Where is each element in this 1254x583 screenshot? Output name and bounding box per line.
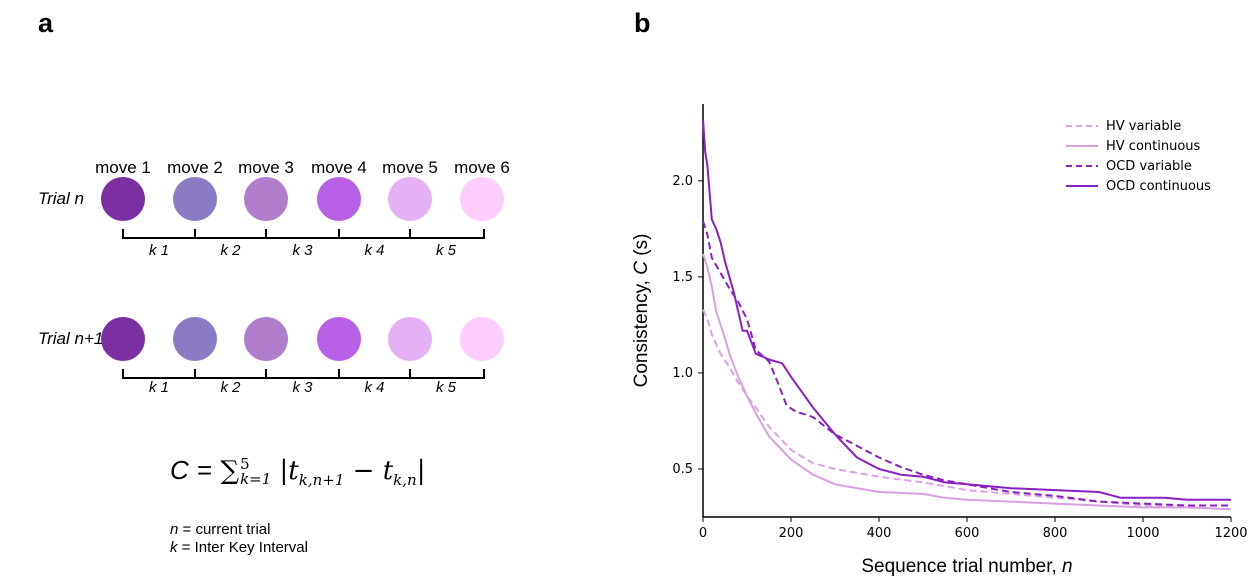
- k-label-1-2: k 2: [220, 242, 241, 259]
- legend-label-2: HV continuous: [1106, 139, 1201, 154]
- panel-b-letter: b: [634, 8, 651, 38]
- move-circle-1-6: [460, 177, 504, 221]
- series-line-ocd-continuous: [702, 119, 1231, 501]
- formula-eq: =: [197, 455, 213, 485]
- series-line-hv-variable: [702, 309, 1232, 511]
- k-label-1-4: k 4: [364, 242, 385, 259]
- move-circle-2-3: [244, 317, 288, 361]
- trial-label-2: Trial n+1: [38, 329, 104, 348]
- move-circle-2-4: [317, 317, 361, 361]
- move-label-3: move 3: [238, 158, 294, 177]
- x-tick-label: 0: [699, 526, 707, 541]
- interval-tick-2-2: [265, 369, 267, 377]
- x-tick-label: 400: [867, 526, 892, 541]
- move-label-6: move 6: [454, 158, 510, 177]
- formula-sub2: k,n: [393, 471, 417, 490]
- k-label-2-3: k 3: [292, 379, 313, 396]
- k-label-1-1: k 1: [148, 242, 169, 259]
- move-label-2: move 2: [167, 158, 223, 177]
- formula-sup: 5: [240, 455, 250, 473]
- formula-end: |: [416, 456, 426, 486]
- interval-tick-2-3: [338, 369, 340, 377]
- y-tick-label: 0.5: [672, 462, 693, 477]
- x-tick-label: 1200: [1214, 526, 1247, 541]
- formula-sum: ∑: [220, 456, 240, 486]
- x-tick-label: 1000: [1126, 526, 1159, 541]
- note-n-var: n: [170, 521, 179, 538]
- y-axis-label: Consistency, C (s): [631, 234, 652, 388]
- note-k-var: k: [170, 539, 178, 556]
- note-k: k = Inter Key Interval: [170, 539, 308, 556]
- y-tick-label: 1.0: [672, 366, 693, 381]
- move-circle-1-1: [101, 177, 145, 221]
- y-tick-label: 2.0: [672, 174, 693, 189]
- move-circle-1-3: [244, 177, 288, 221]
- interval-tick-1-2: [265, 229, 267, 237]
- move-circle-2-2: [173, 317, 217, 361]
- formula-minus: − t: [344, 456, 394, 486]
- interval-bracket-1: [122, 229, 485, 239]
- x-tick-label: 600: [955, 526, 980, 541]
- k-label-2-4: k 4: [364, 379, 385, 396]
- k-label-2-2: k 2: [220, 379, 241, 396]
- formula-sub1: k,n+1: [298, 471, 345, 490]
- legend-label-1: HV variable: [1106, 119, 1181, 134]
- y-tick-label: 1.5: [672, 270, 693, 285]
- series-line-hv-continuous: [702, 253, 1232, 511]
- formula-sub: k=1: [240, 470, 272, 488]
- trial-label-1: Trial n: [38, 189, 84, 208]
- note-n: n = current trial: [170, 521, 270, 538]
- x-axis-label: Sequence trial number, n: [861, 556, 1072, 577]
- interval-tick-2-4: [409, 369, 411, 377]
- note-k-text: = Inter Key Interval: [177, 539, 308, 556]
- interval-tick-1-1: [194, 229, 196, 237]
- consistency-formula: C = ∑ 5 k=1 |tk,n+1 − tk,n|: [170, 455, 425, 489]
- formula-c: C: [170, 455, 189, 485]
- move-circle-1-2: [173, 177, 217, 221]
- move-label-4: move 4: [311, 158, 367, 177]
- legend-label-4: OCD continuous: [1106, 179, 1211, 194]
- interval-tick-1-3: [338, 229, 340, 237]
- note-n-text: = current trial: [178, 521, 271, 538]
- move-label-1: move 1: [95, 158, 151, 177]
- move-circle-2-1: [101, 317, 145, 361]
- move-circle-2-5: [388, 317, 432, 361]
- k-label-1-5: k 5: [435, 242, 456, 259]
- interval-tick-2-1: [194, 369, 196, 377]
- legend-label-3: OCD variable: [1106, 159, 1192, 174]
- move-circle-2-6: [460, 317, 504, 361]
- x-tick-label: 800: [1043, 526, 1068, 541]
- interval-bracket-2: [122, 369, 485, 379]
- k-label-2-5: k 5: [435, 379, 456, 396]
- move-circle-1-4: [317, 177, 361, 221]
- interval-tick-1-4: [409, 229, 411, 237]
- x-tick-label: 200: [779, 526, 804, 541]
- k-label-2-1: k 1: [148, 379, 169, 396]
- move-label-5: move 5: [382, 158, 438, 177]
- formula-body: |t: [279, 456, 299, 486]
- series-line-ocd-variable: [702, 220, 1231, 507]
- panel-a-letter: a: [38, 8, 54, 38]
- move-circle-1-5: [388, 177, 432, 221]
- k-label-1-3: k 3: [292, 242, 313, 259]
